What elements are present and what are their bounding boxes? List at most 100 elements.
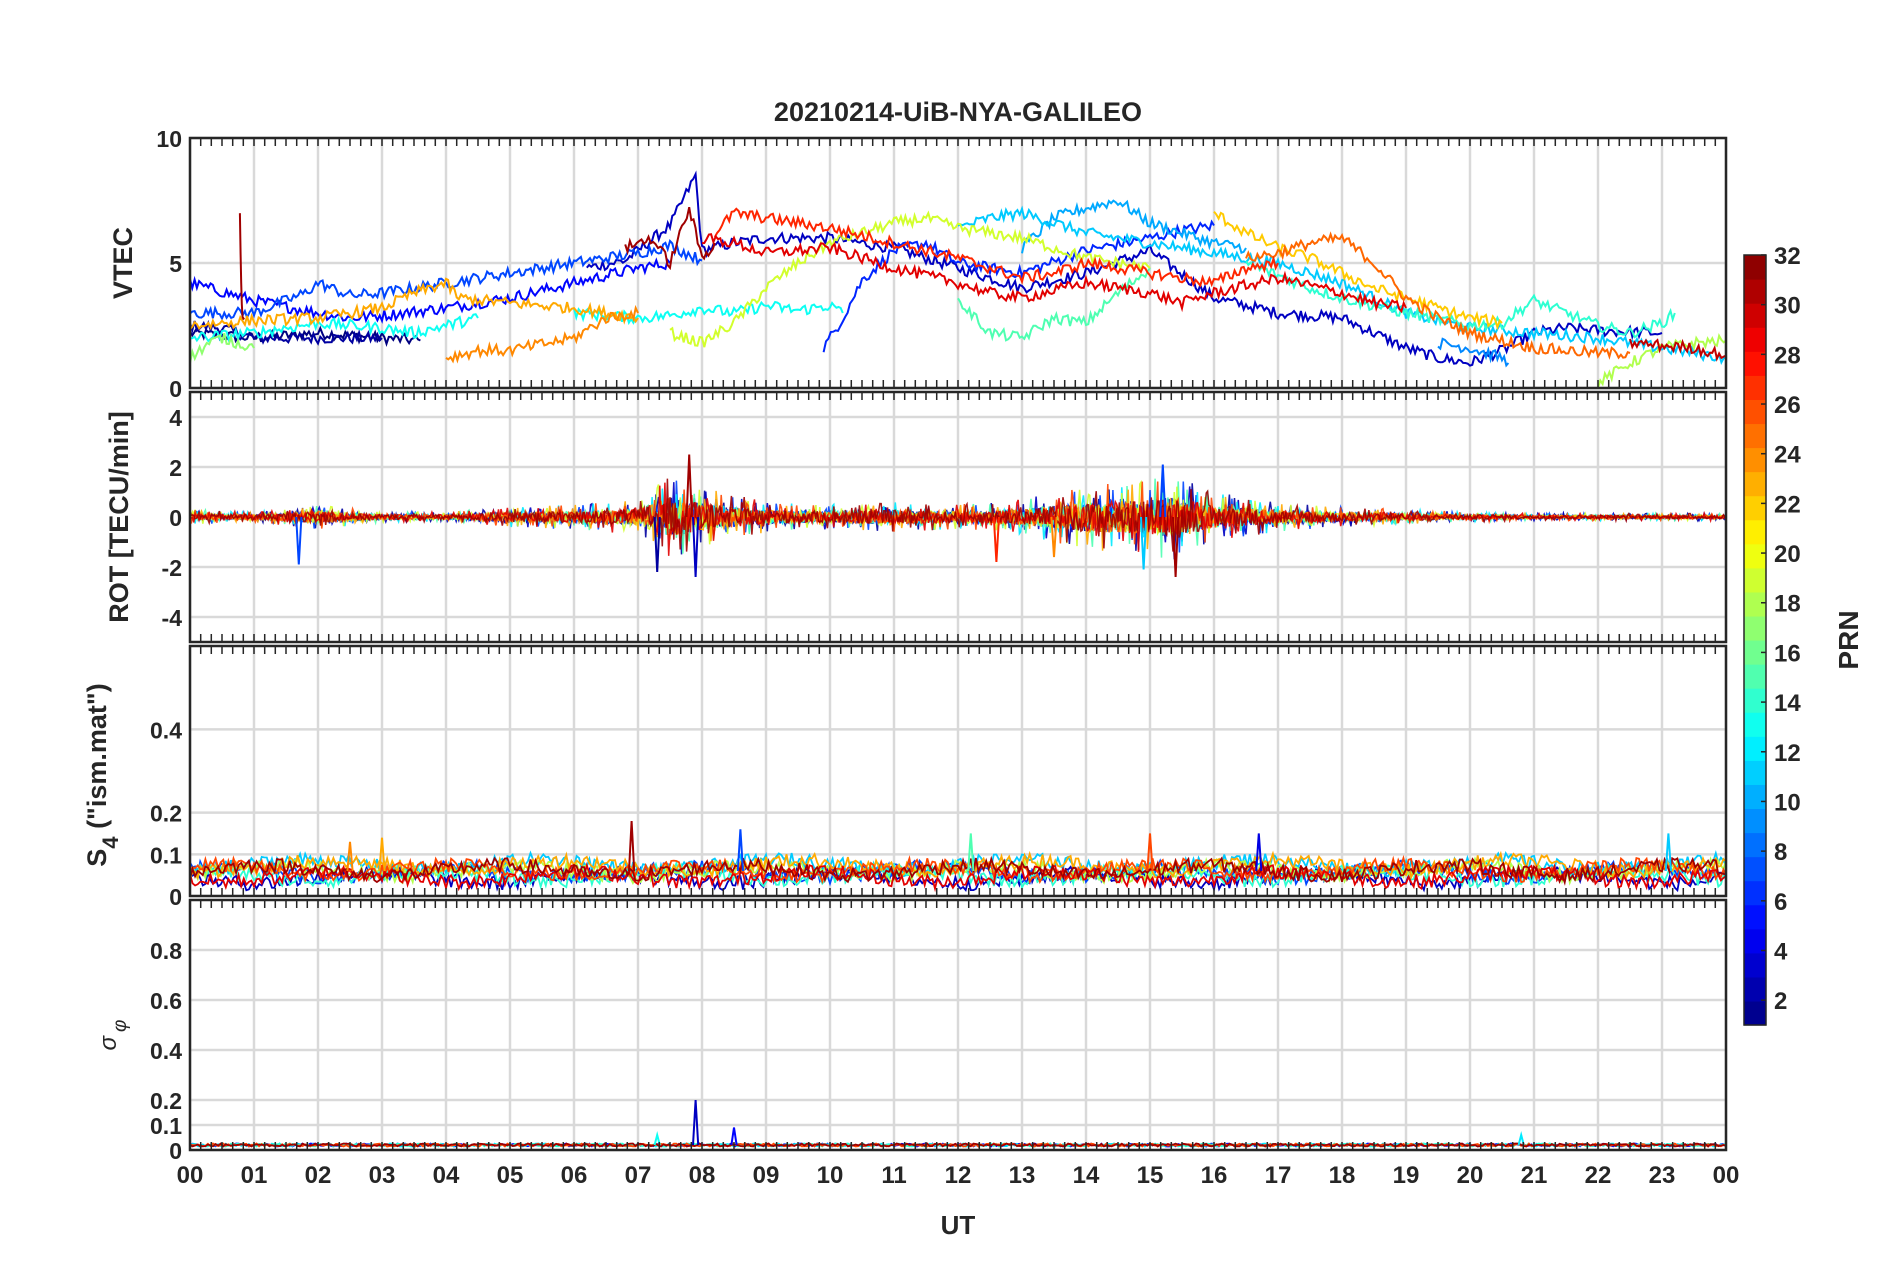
y-tick-label: 0 bbox=[169, 376, 182, 402]
x-tick-label: 10 bbox=[817, 1162, 844, 1189]
panel-1: -4 -2 0 2 4 ROT [TECU/min] bbox=[104, 390, 1728, 644]
spike-mark bbox=[295, 516, 303, 565]
colorbar-tick-label: 8 bbox=[1774, 839, 1787, 866]
spike-mark bbox=[1159, 464, 1167, 518]
x-tick-label: 06 bbox=[561, 1162, 588, 1189]
vtec-series-prn-29 bbox=[701, 233, 1407, 314]
vtec-series-prn-19 bbox=[669, 210, 1151, 348]
vtec-series-prn-9 bbox=[1437, 337, 1510, 368]
y-tick-label: 0.4 bbox=[150, 717, 182, 743]
y-tick-label: 4 bbox=[169, 405, 182, 431]
spike-mark bbox=[346, 841, 354, 872]
x-tick-label: 16 bbox=[1201, 1162, 1228, 1189]
panel-3: 00.10.2 0.4 0.6 0.8 σφ bbox=[95, 898, 1728, 1164]
vtec-series-prn-27 bbox=[713, 207, 1279, 288]
y-tick-label: 0.2 bbox=[150, 1088, 182, 1114]
vtec-series-prn-11 bbox=[957, 205, 1726, 366]
minor-tick-marks bbox=[189, 138, 1717, 388]
colorbar-segment bbox=[1744, 471, 1766, 497]
spike-mark bbox=[653, 516, 661, 573]
x-tick-label: 00 bbox=[1713, 1162, 1740, 1189]
x-tick-label: 22 bbox=[1585, 1162, 1612, 1189]
spike-mark bbox=[1172, 516, 1180, 578]
x-tick-label: 02 bbox=[305, 1162, 332, 1189]
y-tick-label: 5 bbox=[169, 251, 182, 277]
s4-series-prn-31 bbox=[190, 855, 1726, 886]
colorbar-tick-label: 14 bbox=[1774, 690, 1801, 717]
chart-title: 20210214-UiB-NYA-GALILEO bbox=[774, 97, 1142, 127]
y-tick-label: 0 bbox=[169, 505, 182, 531]
colorbar-segment bbox=[1744, 688, 1766, 713]
spike-mark bbox=[653, 1131, 661, 1146]
x-tick-label: 20 bbox=[1457, 1162, 1484, 1189]
colorbar-segment bbox=[1744, 495, 1766, 521]
spike-mark bbox=[1255, 833, 1263, 872]
colorbar-segment bbox=[1744, 904, 1766, 930]
colorbar-segment bbox=[1744, 255, 1766, 280]
x-tick-label: 23 bbox=[1649, 1162, 1676, 1189]
x-tick-label: 11 bbox=[881, 1162, 906, 1189]
colorbar-segment bbox=[1744, 808, 1766, 834]
colorbar-segment bbox=[1744, 712, 1766, 737]
vtec-series-prn-15 bbox=[957, 267, 1151, 342]
panel-grid bbox=[188, 646, 1728, 898]
panel-2: 0 0.1 0.2 0.4 S4 ("ism.mat") bbox=[82, 644, 1728, 910]
y-tick-label: 0.2 bbox=[150, 801, 182, 827]
x-tick-label: 03 bbox=[369, 1162, 396, 1189]
x-tick-label: 00 bbox=[177, 1162, 204, 1189]
colorbar-segment bbox=[1744, 543, 1766, 569]
colorbar-segment bbox=[1744, 591, 1766, 617]
vtec-series-prn-31 bbox=[238, 213, 245, 321]
panel-minor-ticks bbox=[189, 392, 1717, 642]
y-tick-label: 0.1 bbox=[150, 842, 182, 868]
vtec-series-prn-1 bbox=[190, 325, 421, 348]
spike-mark bbox=[692, 516, 700, 578]
x-tick-label: 18 bbox=[1329, 1162, 1356, 1189]
colorbar-tick-label: 30 bbox=[1774, 293, 1801, 320]
x-tick-label: 21 bbox=[1521, 1162, 1548, 1189]
colorbar-segment bbox=[1744, 375, 1766, 400]
colorbar-tick-label: 28 bbox=[1774, 342, 1801, 369]
spike-mark bbox=[1146, 833, 1154, 872]
spike-mark bbox=[967, 833, 975, 872]
spike-mark bbox=[736, 829, 744, 872]
vtec-series-prn-24 bbox=[445, 304, 639, 364]
vtec-series-prn-10 bbox=[1021, 199, 1247, 255]
spike-mark bbox=[692, 1099, 700, 1146]
panel-data bbox=[190, 454, 1726, 578]
colorbar-tick-label: 26 bbox=[1774, 392, 1801, 419]
vtec-series-prn-31 bbox=[624, 206, 716, 271]
colorbar-segment bbox=[1744, 399, 1766, 425]
colorbar-tick-label: 32 bbox=[1774, 243, 1801, 270]
colorbar-segment bbox=[1744, 519, 1766, 545]
spike-mark bbox=[378, 837, 386, 872]
y-tick-label: 0 bbox=[169, 1138, 182, 1164]
spike-mark bbox=[992, 516, 1000, 563]
x-tick-label: 12 bbox=[945, 1162, 972, 1189]
x-tick-label: 09 bbox=[753, 1162, 780, 1189]
spike-mark bbox=[1664, 833, 1672, 872]
panel-minor-ticks bbox=[189, 900, 1717, 1150]
spike-mark bbox=[685, 454, 693, 518]
x-tick-label: 13 bbox=[1009, 1162, 1036, 1189]
vtec-series-prn-17 bbox=[190, 332, 255, 364]
colorbar-segment bbox=[1744, 1000, 1766, 1026]
vtec-series-prn-30 bbox=[1629, 338, 1726, 362]
colorbar-segment bbox=[1744, 952, 1766, 978]
spike-mark bbox=[1050, 516, 1058, 558]
colorbar-tick-label: 24 bbox=[1774, 442, 1801, 469]
y-tick-label: 0.4 bbox=[150, 1038, 182, 1064]
x-tick-label: 19 bbox=[1393, 1162, 1420, 1189]
colorbar-tick-label: 4 bbox=[1774, 938, 1788, 965]
colorbar-segment bbox=[1744, 880, 1766, 906]
y-tick-label: 0.1 bbox=[150, 1113, 182, 1139]
s4-series-prn-18 bbox=[190, 855, 1726, 886]
colorbar-segment bbox=[1744, 303, 1766, 328]
y-tick-label: 10 bbox=[156, 126, 182, 152]
panel-0: 0 5 10 VTEC bbox=[108, 126, 1728, 402]
colorbar-segment bbox=[1744, 664, 1766, 689]
y-axis-label: σφ bbox=[95, 1020, 131, 1051]
vtec-series-prn-7 bbox=[190, 239, 703, 321]
